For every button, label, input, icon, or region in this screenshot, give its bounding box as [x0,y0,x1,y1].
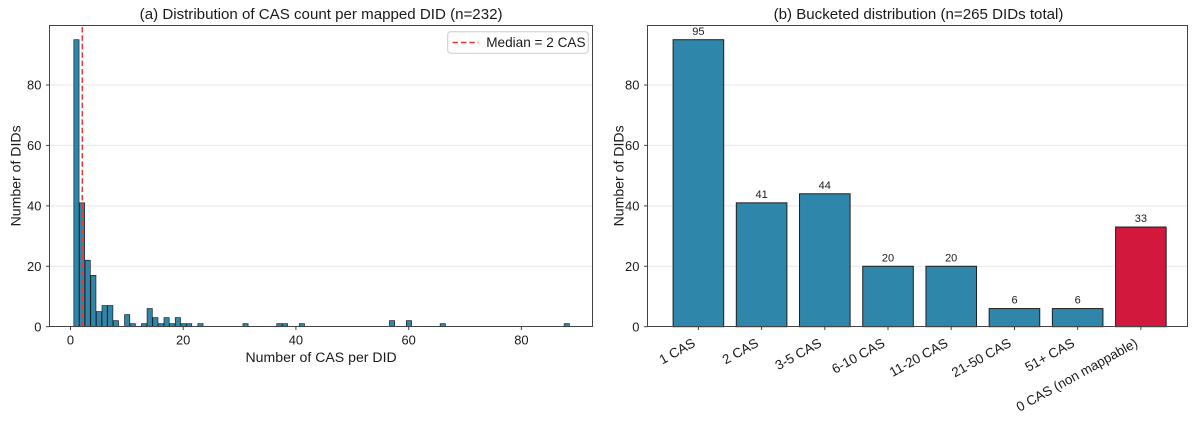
svg-text:80: 80 [625,78,639,93]
svg-text:Number of CAS per DID: Number of CAS per DID [246,349,397,365]
svg-text:20: 20 [625,259,639,274]
svg-text:60: 60 [27,138,41,153]
svg-text:60: 60 [625,138,639,153]
svg-text:40: 40 [289,333,303,348]
svg-text:80: 80 [27,78,41,93]
svg-text:(b) Bucketed distribution (n=2: (b) Bucketed distribution (n=265 DIDs to… [774,6,1064,23]
svg-text:40: 40 [27,199,41,214]
svg-text:80: 80 [514,333,528,348]
svg-text:0: 0 [34,319,41,334]
svg-text:40: 40 [625,199,639,214]
svg-text:6: 6 [1075,295,1081,307]
svg-text:60: 60 [402,333,416,348]
svg-text:20: 20 [945,252,957,264]
svg-text:(a) Distribution of CAS count: (a) Distribution of CAS count per mapped… [140,6,503,23]
svg-text:41: 41 [755,189,767,201]
svg-text:95: 95 [692,26,704,38]
svg-text:33: 33 [1135,213,1147,225]
svg-text:0: 0 [632,319,639,334]
svg-text:Number of DIDs: Number of DIDs [8,125,24,226]
svg-text:Median = 2 CAS: Median = 2 CAS [486,35,585,50]
svg-text:20: 20 [176,333,190,348]
svg-text:20: 20 [882,252,894,264]
svg-text:0: 0 [67,333,74,348]
svg-text:Number of DIDs: Number of DIDs [611,125,627,226]
svg-text:44: 44 [819,180,831,192]
svg-text:6: 6 [1011,295,1017,307]
svg-text:20: 20 [27,259,41,274]
